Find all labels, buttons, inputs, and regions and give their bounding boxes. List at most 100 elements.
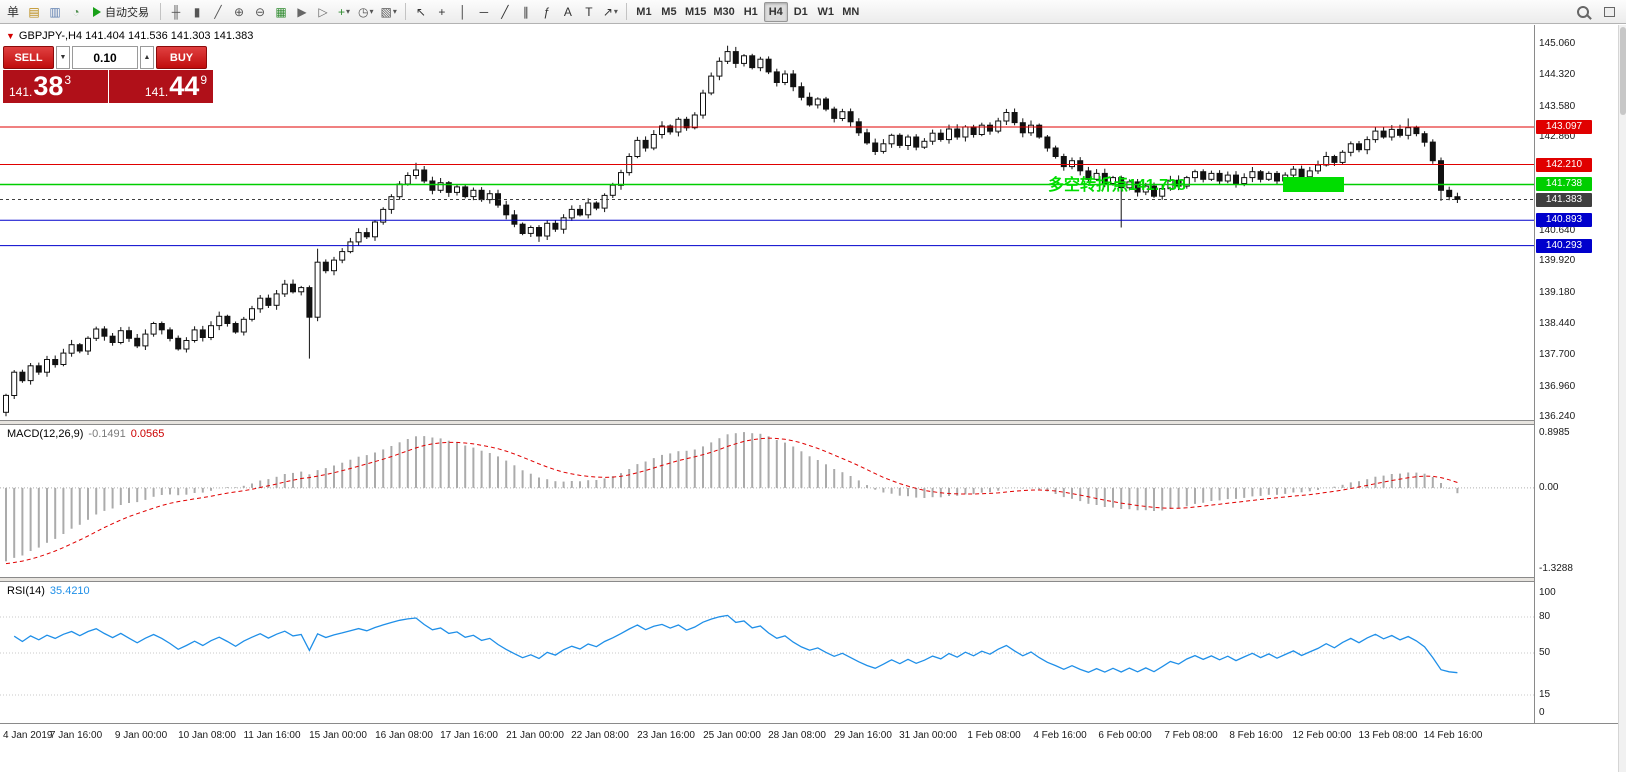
arrows-button[interactable]: ↗ ▾ [600,2,621,22]
cursor-icon: ↖ [415,4,426,19]
macd-axis-label: 0.8985 [1539,427,1570,438]
timeframe-mn-button[interactable]: MN [839,2,863,22]
dropdown-caret-icon: ▾ [613,7,618,16]
line-chart-button[interactable]: ╱ [208,2,228,22]
rsi-axis-label: 0 [1539,707,1545,718]
buy-price-prefix: 141. [144,85,169,99]
price-axis[interactable]: 145.060144.320143.580142.860142.120141.3… [1534,25,1618,723]
macd-indicator-pane[interactable] [0,425,1534,577]
search-button[interactable] [1573,2,1593,22]
sell-button[interactable]: SELL [3,46,54,69]
time-axis-label: 6 Feb 00:00 [1098,730,1152,741]
pane-splitter[interactable] [0,577,1618,582]
buy-price-big: 44 [169,71,200,101]
label-button[interactable]: T [579,2,599,22]
charts-button[interactable]: ▤ [24,2,44,22]
main-price-chart[interactable] [0,25,1534,420]
zoom-in-button[interactable]: ⊕ [229,2,249,22]
auto-scroll-button[interactable]: ▶ [292,2,312,22]
macd-axis-label: -1.3288 [1539,563,1573,574]
fibonacci-icon: ƒ [543,4,551,19]
time-axis-label: 11 Jan 16:00 [243,730,301,741]
volume-increase-button[interactable]: ▲ [140,46,154,69]
macd-axis-label: 0.00 [1539,482,1559,493]
timeframe-d1-button[interactable]: D1 [789,2,813,22]
time-axis-label: 23 Jan 16:00 [637,730,695,741]
symbol-ohlc-text: GBPJPY-,H4 141.404 141.536 141.303 141.3… [18,30,254,42]
price-tag: 140.893 [1536,213,1592,227]
trendline-button[interactable]: ╱ [495,2,515,22]
text-icon: A [563,4,572,19]
time-axis-label: 13 Feb 08:00 [1358,730,1418,741]
buy-button[interactable]: BUY [156,46,207,69]
volume-decrease-button[interactable]: ▼ [56,46,70,69]
horizontal-line-button[interactable]: ─ [474,2,494,22]
new-order-button[interactable]: 单 [3,2,23,22]
new-chart-button[interactable]: + ▾ [334,2,354,22]
sell-price[interactable]: 141. 38 3 [3,70,108,103]
price-axis-label: 139.180 [1539,287,1576,298]
profiles-button[interactable]: ▥ [45,2,65,22]
rsi-axis-label: 80 [1539,611,1551,622]
scrollbar-thumb[interactable] [1620,27,1626,115]
price-tag: 141.738 [1536,177,1592,191]
pane-splitter[interactable] [0,420,1618,425]
tile-windows-button[interactable]: ▦ [271,2,291,22]
cursor-button[interactable]: ↖ [411,2,431,22]
new-window-button[interactable] [1599,2,1619,22]
candlestick-chart-button[interactable]: ▮ [187,2,207,22]
rsi-axis-label: 50 [1539,647,1551,658]
price-axis-label: 145.060 [1539,38,1576,49]
time-axis-label: 29 Jan 16:00 [834,730,892,741]
rsi-indicator-pane[interactable] [0,582,1534,723]
time-axis-label: 15 Jan 00:00 [309,730,367,741]
zoom-out-button[interactable]: ⊖ [250,2,270,22]
price-axis-label: 136.240 [1539,411,1576,422]
timeframe-m30-button[interactable]: M30 [710,2,737,22]
timeframe-h4-button[interactable]: H4 [763,1,788,22]
timeframe-m1-button[interactable]: M1 [632,2,656,22]
refresh-button[interactable]: ◔ [66,2,86,22]
caret-up-icon: ▲ [143,54,151,61]
price-axis-label: 139.920 [1539,255,1576,266]
time-axis-label: 7 Feb 08:00 [1164,730,1218,741]
vertical-line-button[interactable]: │ [453,2,473,22]
trendline-icon: ╱ [501,4,509,19]
template-button[interactable]: ▧ ▾ [378,2,400,22]
price-down-icon: ▼ [6,31,15,41]
toolbar-separator [160,3,161,20]
volume-input[interactable] [72,46,138,69]
timeframe-h1-button[interactable]: H1 [739,2,763,22]
fibonacci-button[interactable]: ƒ [537,2,557,22]
caret-down-icon: ▼ [59,54,67,61]
time-axis-label: 4 Jan 2019 [3,730,53,741]
one-click-trading-panel: SELL ▼ ▲ BUY 141. 38 3 141. 44 9 [3,46,213,103]
rsi-header: RSI(14) 35.4210 [7,585,90,597]
refresh-icon: ◔ [72,4,80,19]
sell-price-prefix: 141. [9,85,33,99]
time-axis[interactable]: 4 Jan 2019 7 Jan 16:00 9 Jan 00:00 10 Jan 0… [0,723,1618,747]
autotrade-button[interactable]: 自动交易 [87,2,155,22]
label-icon: T [585,4,593,19]
timeframe-m5-button[interactable]: M5 [657,2,681,22]
buy-price[interactable]: 141. 44 9 [108,70,213,103]
charts-icon: ▤ [28,4,40,19]
rsi-label: RSI(14) [7,585,45,597]
time-axis-label: 8 Feb 16:00 [1229,730,1283,741]
timeframe-m15-button[interactable]: M15 [682,2,709,22]
equidistant-channel-button[interactable]: ∥ [516,2,536,22]
chart-shift-button[interactable]: ▷ [313,2,333,22]
bar-chart-button[interactable]: ╫ [166,2,186,22]
autotrade-label: 自动交易 [105,6,149,19]
autotrade-play-icon [93,6,101,17]
timeframe-w1-button[interactable]: W1 [814,2,838,22]
profiles-icon: ▥ [49,4,61,19]
toolbar-separator [625,3,627,20]
period-button[interactable]: ◷ ▾ [355,2,377,22]
vertical-scrollbar[interactable] [1618,25,1626,772]
text-button[interactable]: A [558,2,578,22]
crosshair-button[interactable]: + [432,2,452,22]
horizontal-line-icon: ─ [479,4,489,19]
search-icon [1577,5,1589,18]
price-tag: 141.383 [1536,193,1592,207]
